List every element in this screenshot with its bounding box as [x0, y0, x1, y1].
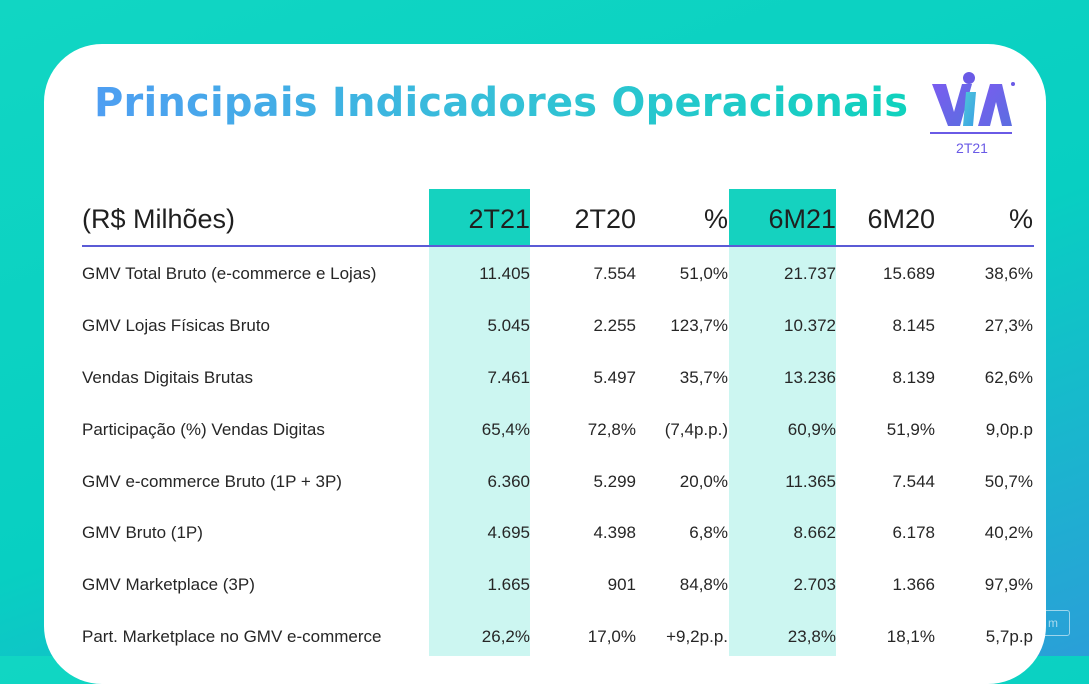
cell-2t21: 5.045: [487, 316, 530, 335]
cell-2t20: 5.497: [593, 368, 636, 387]
cell-pct-semester: 97,9%: [984, 575, 1033, 594]
logo-period-tag: 2T21: [956, 140, 988, 156]
via-logo: 2T21: [928, 70, 1016, 160]
cell-6m21: 10.372: [784, 316, 836, 335]
cell-pct-semester: 9,0p.p: [985, 420, 1033, 439]
cell-6m21: 23,8%: [787, 627, 836, 646]
table-row: GMV Bruto (1P) 4.695 4.398 6,8% 8.662 6.…: [0, 518, 1089, 548]
row-label: GMV Bruto (1P): [82, 523, 203, 542]
watermark-badge: m: [1036, 610, 1070, 636]
cell-pct-semester: 27,3%: [984, 316, 1033, 335]
table-row: Vendas Digitais Brutas 7.461 5.497 35,7%…: [0, 363, 1089, 393]
table-row: GMV e-commerce Bruto (1P + 3P) 6.360 5.2…: [0, 467, 1089, 497]
cell-pct-semester: 50,7%: [984, 472, 1033, 491]
cell-6m21: 60,9%: [787, 420, 836, 439]
cell-2t21: 7.461: [487, 368, 530, 387]
header-col-pct-quarter: %: [703, 204, 728, 234]
cell-2t21: 1.665: [487, 575, 530, 594]
cell-2t21: 6.360: [487, 472, 530, 491]
cell-6m20: 8.139: [892, 368, 935, 387]
header-divider: [82, 245, 1034, 247]
header-col-6m21: 6M21: [768, 204, 836, 234]
cell-pct-quarter: (7,4p.p.): [664, 420, 728, 439]
cell-pct-quarter: 51,0%: [679, 264, 728, 283]
slide-card: [44, 44, 1046, 684]
cell-2t21: 4.695: [487, 523, 530, 542]
cell-6m20: 18,1%: [886, 627, 935, 646]
highlight-column-2t21: [429, 189, 530, 656]
cell-6m21: 11.365: [785, 472, 836, 491]
cell-pct-quarter: 6,8%: [689, 523, 728, 542]
cell-2t20: 17,0%: [587, 627, 636, 646]
row-label: GMV Marketplace (3P): [82, 575, 255, 594]
cell-pct-semester: 38,6%: [984, 264, 1033, 283]
cell-2t20: 4.398: [593, 523, 636, 542]
cell-2t20: 2.255: [593, 316, 636, 335]
cell-2t20: 901: [607, 575, 636, 594]
table-row: GMV Total Bruto (e-commerce e Lojas) 11.…: [0, 259, 1089, 289]
cell-pct-quarter: 35,7%: [679, 368, 728, 387]
cell-2t21: 65,4%: [481, 420, 530, 439]
cell-2t20: 7.554: [593, 264, 636, 283]
cell-pct-quarter: 84,8%: [679, 575, 728, 594]
table-row: Participação (%) Vendas Digitas 65,4% 72…: [0, 415, 1089, 445]
highlight-column-6m21: [729, 189, 836, 656]
cell-6m21: 2.703: [793, 575, 836, 594]
table-row: GMV Lojas Físicas Bruto 5.045 2.255 123,…: [0, 311, 1089, 341]
cell-pct-quarter: 20,0%: [679, 472, 728, 491]
cell-pct-semester: 40,2%: [984, 523, 1033, 542]
cell-6m20: 7.544: [892, 472, 935, 491]
row-label: GMV Lojas Físicas Bruto: [82, 316, 271, 335]
row-label: Vendas Digitais Brutas: [82, 368, 254, 387]
header-col-2t20: 2T20: [574, 204, 636, 234]
cell-6m20: 8.145: [892, 316, 935, 335]
cell-2t21: 26,2%: [481, 627, 530, 646]
cell-6m21: 21.737: [784, 264, 836, 283]
cell-pct-quarter: +9,2p.p.: [666, 627, 728, 646]
header-col-6m20: 6M20: [867, 204, 935, 234]
via-logo-mark: [932, 72, 1015, 126]
cell-2t21: 11.405: [479, 264, 530, 283]
cell-6m20: 15.689: [883, 264, 935, 283]
logo-underline: [930, 132, 1012, 134]
header-col-2t21: 2T21: [468, 204, 530, 234]
table-row: Part. Marketplace no GMV e-commerce 26,2…: [0, 622, 1089, 652]
row-label: Participação (%) Vendas Digitas: [82, 420, 325, 439]
header-units-label: (R$ Milhões): [82, 204, 236, 234]
cell-6m20: 51,9%: [886, 420, 935, 439]
header-col-pct-semester: %: [1008, 204, 1033, 234]
cell-2t20: 5.299: [593, 472, 636, 491]
cell-pct-quarter: 123,7%: [670, 316, 728, 335]
table-row: GMV Marketplace (3P) 1.665 901 84,8% 2.7…: [0, 570, 1089, 600]
cell-6m20: 6.178: [892, 523, 935, 542]
cell-pct-semester: 62,6%: [984, 368, 1033, 387]
cell-6m21: 8.662: [793, 523, 836, 542]
cell-6m21: 13.236: [784, 368, 836, 387]
row-label: GMV Total Bruto (e-commerce e Lojas): [82, 264, 377, 283]
slide-title: Principais Indicadores Operacionais: [94, 80, 909, 126]
cell-pct-semester: 5,7p.p: [985, 627, 1033, 646]
highlight-header-6m21: [729, 189, 836, 247]
highlight-header-2t21: [429, 189, 530, 247]
table-header: (R$ Milhões) 2T21 2T20 % 6M21 6M20 %: [0, 196, 1089, 242]
cell-6m20: 1.366: [892, 575, 935, 594]
row-label: Part. Marketplace no GMV e-commerce: [82, 627, 382, 646]
cell-2t20: 72,8%: [587, 420, 636, 439]
row-label: GMV e-commerce Bruto (1P + 3P): [82, 472, 342, 491]
